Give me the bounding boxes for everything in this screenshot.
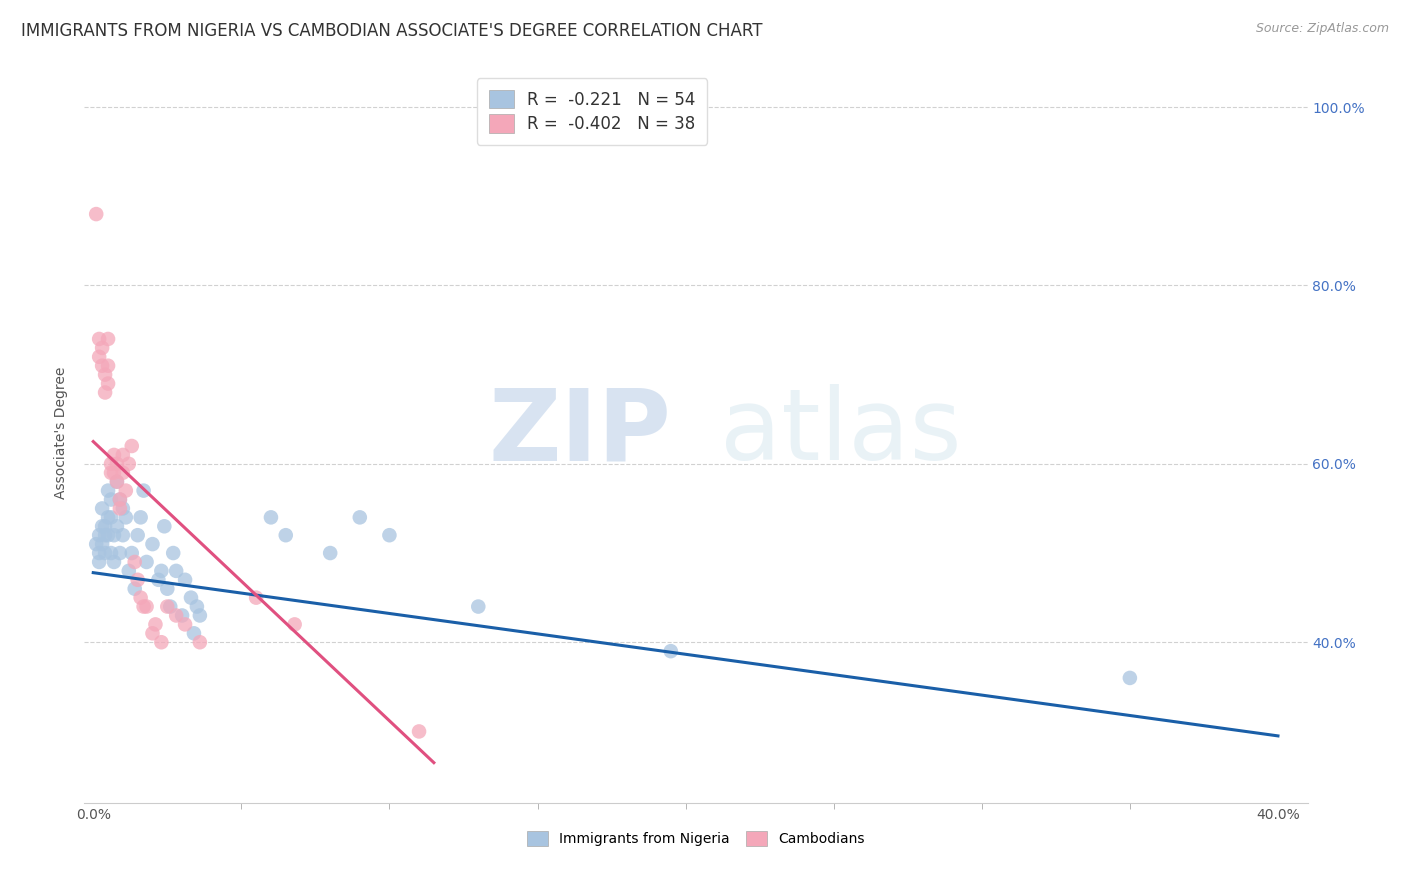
Point: [188, 635, 211, 649]
Point: [162, 546, 184, 560]
Point: [97, 332, 120, 346]
Point: [165, 564, 187, 578]
Point: [114, 483, 136, 498]
Point: [94, 519, 117, 533]
Point: [183, 626, 205, 640]
Text: atlas: atlas: [720, 384, 962, 481]
Point: [188, 608, 211, 623]
Point: [274, 528, 297, 542]
Point: [103, 448, 125, 462]
Point: [111, 501, 134, 516]
Point: [118, 457, 141, 471]
Point: [100, 546, 122, 560]
Point: [91, 537, 114, 551]
Point: [156, 582, 179, 596]
Point: [129, 591, 152, 605]
Point: [148, 573, 170, 587]
Point: [108, 492, 131, 507]
Point: [127, 528, 149, 542]
Point: [156, 599, 179, 614]
Legend: Immigrants from Nigeria, Cambodians: Immigrants from Nigeria, Cambodians: [522, 825, 870, 851]
Point: [135, 555, 157, 569]
Point: [659, 644, 682, 658]
Point: [94, 528, 117, 542]
Point: [127, 573, 149, 587]
Point: [89, 350, 111, 364]
Point: [132, 599, 155, 614]
Point: [245, 591, 267, 605]
Point: [129, 510, 152, 524]
Point: [103, 555, 125, 569]
Point: [108, 501, 131, 516]
Point: [186, 599, 208, 614]
Point: [1119, 671, 1142, 685]
Point: [124, 582, 146, 596]
Point: [97, 510, 120, 524]
Point: [100, 457, 122, 471]
Point: [94, 385, 117, 400]
Point: [91, 359, 114, 373]
Point: [111, 448, 134, 462]
Point: [94, 368, 117, 382]
Point: [103, 528, 125, 542]
Point: [319, 546, 342, 560]
Point: [174, 617, 197, 632]
Point: [89, 332, 111, 346]
Point: [91, 341, 114, 355]
Point: [408, 724, 430, 739]
Point: [153, 519, 176, 533]
Text: Source: ZipAtlas.com: Source: ZipAtlas.com: [1256, 22, 1389, 36]
Point: [100, 510, 122, 524]
Text: IMMIGRANTS FROM NIGERIA VS CAMBODIAN ASSOCIATE'S DEGREE CORRELATION CHART: IMMIGRANTS FROM NIGERIA VS CAMBODIAN ASS…: [21, 22, 762, 40]
Point: [97, 359, 120, 373]
Point: [118, 564, 141, 578]
Point: [100, 466, 122, 480]
Point: [165, 608, 187, 623]
Point: [174, 573, 197, 587]
Point: [150, 635, 173, 649]
Point: [467, 599, 489, 614]
Point: [91, 519, 114, 533]
Y-axis label: Associate's Degree: Associate's Degree: [55, 367, 69, 499]
Point: [111, 466, 134, 480]
Point: [124, 555, 146, 569]
Point: [84, 207, 107, 221]
Point: [111, 528, 134, 542]
Point: [141, 537, 163, 551]
Point: [105, 519, 128, 533]
Point: [105, 475, 128, 489]
Point: [89, 555, 111, 569]
Point: [105, 457, 128, 471]
Text: ZIP: ZIP: [489, 384, 672, 481]
Point: [108, 546, 131, 560]
Point: [172, 608, 194, 623]
Point: [121, 439, 143, 453]
Point: [94, 546, 117, 560]
Point: [180, 591, 202, 605]
Point: [159, 599, 181, 614]
Point: [349, 510, 371, 524]
Point: [84, 537, 107, 551]
Point: [145, 617, 167, 632]
Point: [100, 492, 122, 507]
Point: [91, 501, 114, 516]
Point: [121, 546, 143, 560]
Point: [97, 376, 120, 391]
Point: [89, 546, 111, 560]
Point: [260, 510, 283, 524]
Point: [141, 626, 163, 640]
Point: [135, 599, 157, 614]
Point: [97, 483, 120, 498]
Point: [114, 510, 136, 524]
Point: [378, 528, 401, 542]
Point: [284, 617, 307, 632]
Point: [89, 528, 111, 542]
Point: [108, 492, 131, 507]
Point: [105, 475, 128, 489]
Point: [97, 528, 120, 542]
Point: [132, 483, 155, 498]
Point: [150, 564, 173, 578]
Point: [103, 466, 125, 480]
